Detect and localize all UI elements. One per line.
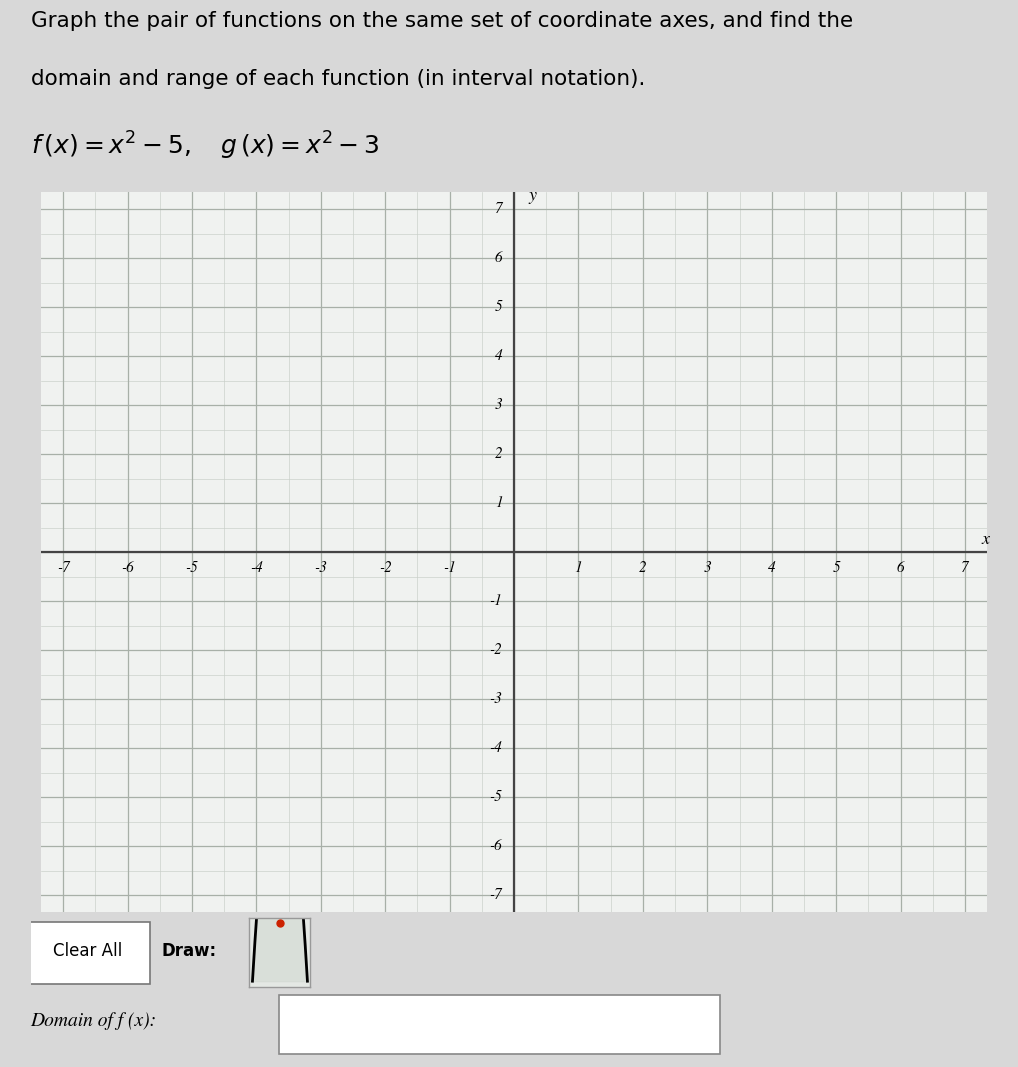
Text: -6: -6 (121, 561, 134, 575)
Text: 7: 7 (961, 561, 969, 575)
Text: 2: 2 (495, 447, 503, 461)
Text: 3: 3 (495, 398, 503, 412)
Text: 4: 4 (495, 349, 503, 363)
Text: 4: 4 (768, 561, 776, 575)
Text: 2: 2 (639, 561, 646, 575)
Text: -1: -1 (490, 594, 503, 608)
Text: Clear All: Clear All (53, 942, 122, 960)
Text: -2: -2 (379, 561, 392, 575)
Text: -5: -5 (185, 561, 199, 575)
Text: y: y (528, 188, 536, 204)
Text: 6: 6 (897, 561, 904, 575)
Text: domain and range of each function (in interval notation).: domain and range of each function (in in… (31, 69, 645, 90)
Text: -2: -2 (490, 643, 503, 657)
Text: 1: 1 (575, 561, 582, 575)
Text: Graph the pair of functions on the same set of coordinate axes, and find the: Graph the pair of functions on the same … (31, 11, 853, 31)
Text: -4: -4 (250, 561, 263, 575)
Text: 1: 1 (495, 496, 503, 510)
Text: 6: 6 (495, 251, 503, 266)
Text: Domain of f (x):: Domain of f (x): (31, 1012, 157, 1030)
Text: 7: 7 (495, 202, 503, 217)
Text: -1: -1 (443, 561, 456, 575)
Text: -3: -3 (315, 561, 327, 575)
Text: -4: -4 (490, 742, 503, 755)
Text: 3: 3 (703, 561, 712, 575)
FancyBboxPatch shape (279, 996, 720, 1053)
Text: -3: -3 (490, 692, 503, 706)
FancyBboxPatch shape (24, 922, 150, 984)
Text: -6: -6 (490, 839, 503, 854)
Text: 5: 5 (495, 300, 503, 315)
Text: -5: -5 (490, 790, 503, 805)
Text: Draw:: Draw: (162, 942, 217, 960)
Text: -7: -7 (490, 888, 503, 903)
Text: $f\,(x)=x^2-5,\quad g\,(x)=x^2-3$: $f\,(x)=x^2-5,\quad g\,(x)=x^2-3$ (31, 129, 379, 162)
Text: -7: -7 (57, 561, 69, 575)
Text: x: x (981, 531, 989, 548)
Text: 5: 5 (833, 561, 840, 575)
